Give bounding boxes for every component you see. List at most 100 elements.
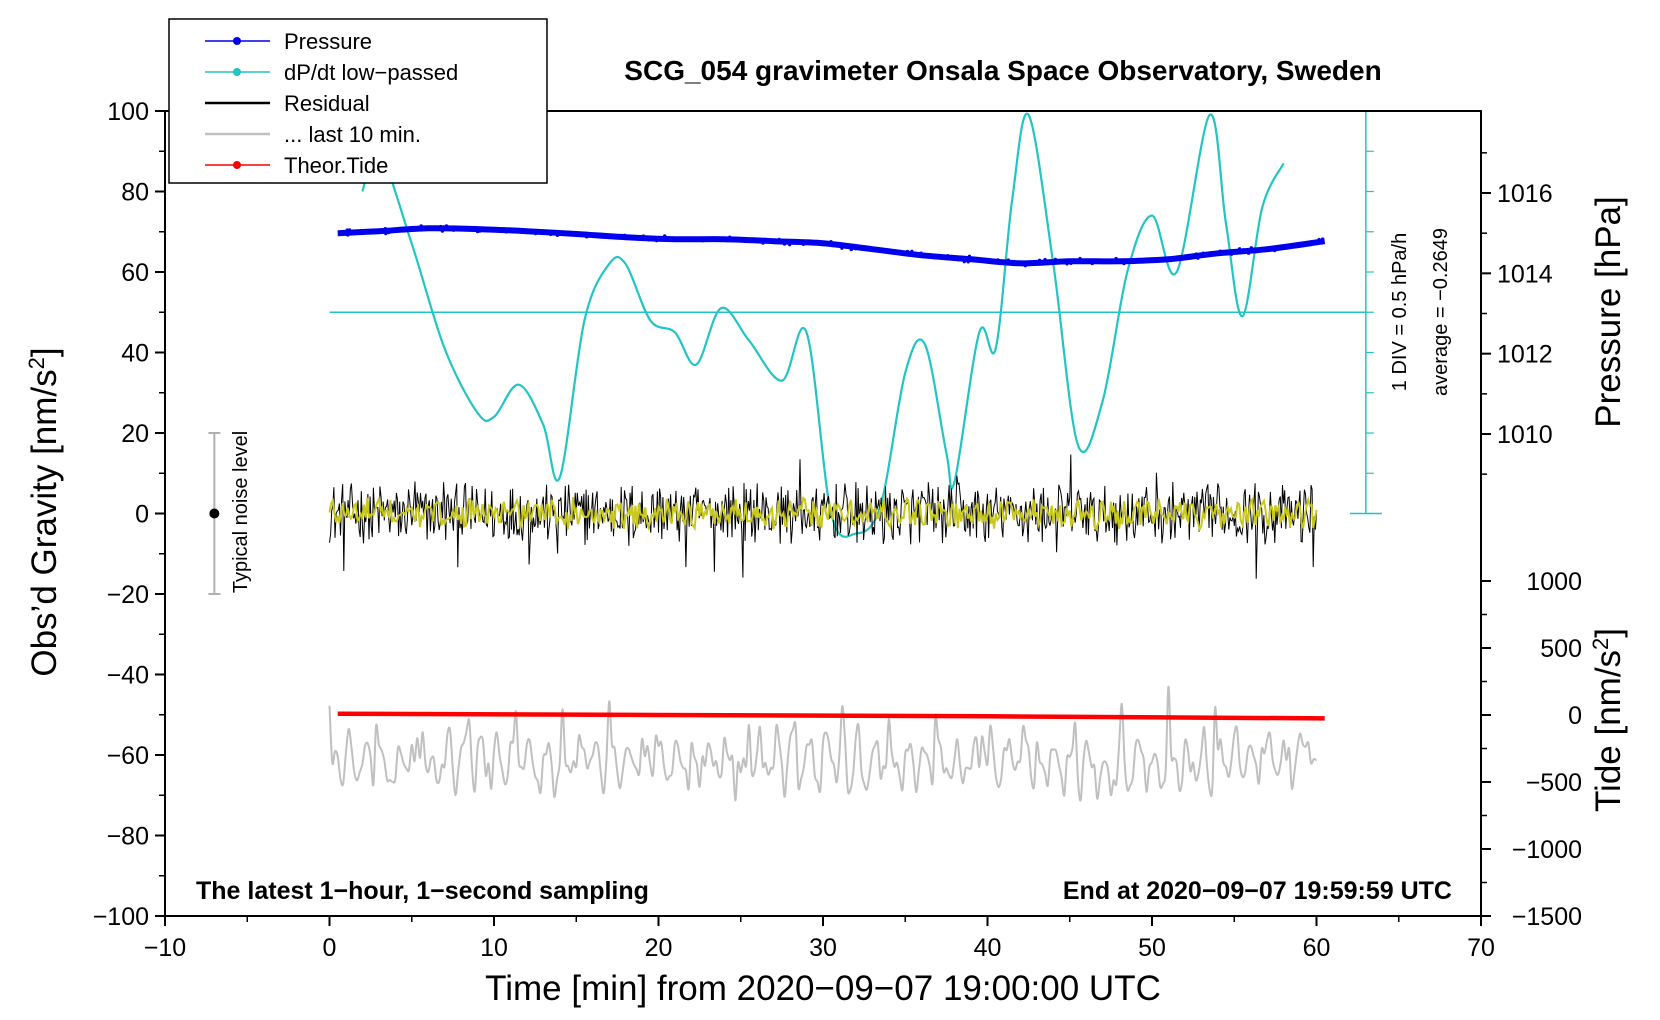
pressure-point (386, 231, 391, 235)
pressure-point (967, 254, 972, 258)
legend-label: ... last 10 min. (284, 122, 421, 147)
pressure-point (866, 247, 870, 251)
theor-tide-series (337, 711, 1325, 721)
pressure-point (511, 230, 516, 234)
pressure-point (504, 230, 508, 234)
legend-swatch-marker (233, 37, 241, 45)
legend-entry: ... last 10 min. (205, 122, 421, 147)
pressure-point (840, 246, 844, 250)
annotation-noise-level: Typical noise level (230, 431, 252, 593)
y-tick-label: 0 (135, 501, 149, 529)
x-tick-label: 20 (645, 934, 673, 962)
legend-label: Pressure (284, 29, 372, 54)
pressure-point (1030, 260, 1034, 264)
pressure-point (352, 231, 356, 235)
tide-tick-label: −1000 (1512, 836, 1582, 864)
pressure-point (384, 232, 388, 236)
pressure-tick-label: 1012 (1497, 341, 1553, 369)
axes: −10 0 10 20 30 40 50 60 70−100−80−60−40−20020406… (93, 98, 1582, 962)
pressure-point (1006, 258, 1010, 262)
pressure-point (1218, 249, 1222, 253)
residual-smoothed-line (328, 495, 1318, 533)
pressure-point (761, 241, 765, 245)
pressure-point (641, 234, 646, 238)
y-tick-label: 60 (121, 259, 149, 287)
pressure-point (803, 240, 808, 244)
tide-axis-label-main: Tide [nm/s (1589, 650, 1628, 812)
pressure-point (623, 233, 627, 237)
noise-level-bar (208, 432, 221, 595)
pressure-point (880, 247, 884, 251)
pressure-point (829, 239, 833, 244)
pressure-point (1049, 259, 1053, 263)
pressure-point (771, 239, 775, 243)
legend-swatch-marker (233, 68, 241, 76)
pressure-point (1062, 261, 1066, 265)
pressure-point (345, 228, 349, 232)
y-tick-label: −80 (107, 823, 149, 851)
pressure-point (461, 226, 465, 230)
y-tick-label: −100 (93, 903, 149, 931)
pressure-tick-label: 1010 (1497, 421, 1553, 449)
dpdt-series (329, 112, 1366, 538)
pressure-point (585, 235, 589, 239)
pressure-point (1042, 260, 1046, 264)
pressure-point (1037, 258, 1042, 262)
pressure-point (1246, 251, 1251, 255)
pressure-point (1114, 256, 1118, 261)
pressure-point (1241, 248, 1246, 252)
pressure-point (1317, 237, 1321, 242)
pressure-point (439, 224, 443, 229)
pressure-point (701, 239, 705, 243)
pressure-point (606, 235, 611, 240)
pressure-point (555, 233, 559, 237)
dpdt-scale-axis (1349, 110, 1382, 515)
y-tick-label: 20 (121, 420, 149, 448)
noise-bar-center (209, 508, 220, 519)
pressure-point (440, 229, 444, 233)
y-tick-label: −40 (107, 662, 149, 690)
legend-swatch-marker (233, 161, 241, 169)
pressure-point (452, 228, 456, 232)
tide-tick-label: 0 (1568, 702, 1582, 730)
last-10-min-line (328, 685, 1318, 802)
pressure-point (1053, 257, 1058, 261)
pressure-point (1254, 250, 1258, 254)
y-tick-label: 80 (121, 179, 149, 207)
pressure-point (1090, 261, 1094, 266)
pressure-series (337, 224, 1326, 268)
tide-tick-label: 1000 (1526, 568, 1582, 596)
pressure-point (926, 254, 931, 259)
annotation-end-time: End at 2020−09−07 19:59:59 UTC (1063, 877, 1452, 905)
pressure-point (906, 252, 911, 256)
pressure-point (996, 258, 1000, 262)
pressure-point (1193, 253, 1197, 257)
pressure-point (1320, 237, 1325, 241)
pressure-point (549, 232, 553, 237)
pressure-point (956, 258, 960, 262)
pressure-point (1035, 260, 1039, 265)
pressure-point (1057, 261, 1061, 265)
tide-axis-label-tail: ] (1589, 628, 1628, 638)
pressure-point (1294, 244, 1298, 248)
pressure-point (734, 237, 738, 242)
pressure-tick-label: 1016 (1497, 180, 1553, 208)
pressure-point (502, 227, 507, 232)
legend-label: dP/dt low−passed (284, 60, 458, 85)
pressure-point (807, 240, 811, 244)
pressure-point (728, 235, 732, 239)
pressure-point (427, 225, 431, 230)
residual-series (329, 454, 1317, 579)
pressure-point (1108, 259, 1113, 263)
pressure-point (966, 260, 970, 264)
y-tick-label: −60 (107, 742, 149, 770)
pressure-point (1187, 256, 1191, 260)
pressure-point (560, 231, 564, 235)
legend: Pressure dP/dt low−passed Residual ... last… (168, 18, 548, 184)
y-tick-label: 40 (121, 340, 149, 368)
legend-label: Residual (284, 91, 370, 116)
pressure-point (959, 257, 963, 261)
pressure-point (444, 224, 449, 228)
legend-entry: Theor.Tide (205, 153, 388, 178)
